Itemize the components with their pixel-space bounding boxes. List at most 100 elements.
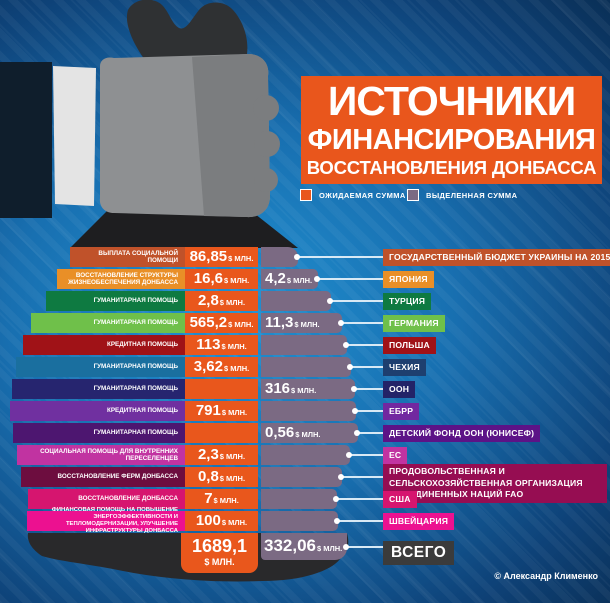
source-label: ЯПОНИЯ — [383, 271, 434, 288]
total-expected-box: 1689,1 $ МЛН. — [181, 533, 258, 573]
category-label: ГУМАНИТАРНАЯ ПОМОЩЬ — [93, 297, 178, 305]
allocated-value-box: 4,2 $ МЛН. — [261, 269, 318, 289]
expected-value-box: 565,2 $ МЛН. — [185, 313, 258, 333]
title-line-1: ИСТОЧНИКИ — [327, 78, 576, 124]
knuckle-icon — [254, 131, 280, 157]
category-label: ФИНАНСОВАЯ ПОМОЩЬ НА ПОВЫШЕНИЕ ЭНЕРГОЭФФ… — [51, 507, 178, 534]
connector-line — [352, 408, 383, 414]
allocated-value-box — [261, 335, 347, 355]
connector-line — [354, 430, 383, 436]
suit-sleeve — [0, 62, 52, 218]
source-label: ДЕТСКИЙ ФОНД ООН (ЮНИСЕФ) — [383, 425, 541, 442]
knuckle-icon — [254, 168, 278, 192]
allocated-value-box — [261, 489, 337, 509]
allocated-value-box — [261, 467, 342, 487]
source-label: ПОЛЬША — [383, 337, 436, 354]
author-credit: © Александр Клименко — [494, 571, 598, 581]
expected-value-box: 2,8 $ МЛН. — [185, 291, 258, 311]
category-bar: ФИНАНСОВАЯ ПОМОЩЬ НА ПОВЫШЕНИЕ ЭНЕРГОЭФФ… — [27, 507, 185, 534]
category-label: СОЦИАЛЬНАЯ ПОМОЩЬ ДЛЯ ВНУТРЕННИХ ПЕРЕСЕЛ… — [40, 447, 178, 462]
allocated-value-box — [261, 401, 356, 421]
source-label: ЕБРР — [383, 403, 420, 420]
connector-line — [333, 496, 383, 502]
expected-swatch-icon — [300, 189, 312, 201]
legend-item-expected: ОЖИДАЕМАЯ СУММА — [300, 189, 406, 201]
source-label: США — [383, 491, 417, 508]
total-allocated-box: 332,06 $ МЛН. — [261, 533, 347, 560]
category-bar: ВЫПЛАТА СОЦИАЛЬНОЙ ПОМОЩИ — [70, 247, 185, 267]
category-bar: ГУМАНИТАРНАЯ ПОМОЩЬ — [31, 313, 185, 333]
allocated-value-box: 11,3 $ МЛН. — [261, 313, 342, 333]
allocated-value-box — [261, 511, 338, 531]
source-label: ГОСУДАРСТВЕННЫЙ БЮДЖЕТ УКРАИНЫ НА 2015 Г… — [383, 249, 610, 266]
expected-value-box: 791 $ МЛН. — [185, 401, 258, 421]
connector-line — [334, 518, 383, 524]
category-label: КРЕДИТНАЯ ПОМОЩЬ — [107, 407, 178, 415]
legend-allocated-label: ВЫДЕЛЕННАЯ СУММА — [426, 190, 518, 200]
category-bar: ГУМАНИТАРНАЯ ПОМОЩЬ — [16, 357, 185, 377]
category-label: ВОССТАНОВЛЕНИЕ ДОНБАССА — [78, 495, 178, 503]
allocated-value-box — [261, 357, 351, 377]
fist-fingers-shade — [192, 54, 270, 218]
title-line-2: ФИНАНСИРОВАНИЯ — [307, 124, 596, 156]
connector-line — [343, 342, 383, 348]
source-label: ЧЕХИЯ — [383, 359, 426, 376]
category-label: ВОССТАНОВЛЕНИЕ ФЕРМ ДОНБАССА — [57, 473, 178, 481]
legend: ОЖИДАЕМАЯ СУММА ВЫДЕЛЕННАЯ СУММА — [300, 189, 602, 203]
category-bar: ВОССТАНОВЛЕНИЕ ДОНБАССА — [28, 489, 185, 509]
connector-line — [343, 544, 383, 550]
expected-value-box — [185, 423, 258, 443]
expected-value-box: 113 $ МЛН. — [185, 335, 258, 355]
knuckle-icon — [253, 95, 279, 121]
shirt-cuff — [53, 66, 96, 206]
title-line-3: ВОССТАНОВЛЕНИЯ ДОНБАССА — [306, 157, 597, 178]
source-label: ШВЕЙЦАРИЯ — [383, 513, 455, 530]
title-block: ИСТОЧНИКИ ФИНАНСИРОВАНИЯ ВОССТАНОВЛЕНИЯ … — [301, 76, 602, 184]
source-label: ПРОДОВОЛЬСТВЕННАЯ И СЕЛЬСКОХОЗЯЙСТВЕННАЯ… — [383, 464, 607, 503]
connector-line — [347, 364, 383, 370]
expected-value-box: 2,3 $ МЛН. — [185, 445, 258, 465]
category-bar: ВОССТАНОВЛЕНИЕ СТРУКТУРЫ ЖИЗНЕОБЕСПЕЧЕНИ… — [57, 269, 185, 289]
category-label: ГУМАНИТАРНАЯ ПОМОЩЬ — [93, 319, 178, 327]
allocated-value-box — [261, 291, 331, 311]
category-bar: ГУМАНИТАРНАЯ ПОМОЩЬ — [13, 423, 185, 443]
category-bar: КРЕДИТНАЯ ПОМОЩЬ — [23, 335, 185, 355]
source-label: ТУРЦИЯ — [383, 293, 432, 310]
expected-value-box: 86,85 $ МЛН. — [185, 247, 258, 267]
category-label: ВЫПЛАТА СОЦИАЛЬНОЙ ПОМОЩИ — [98, 249, 178, 264]
category-bar: ГУМАНИТАРНАЯ ПОМОЩЬ — [12, 379, 185, 399]
category-label: ГУМАНИТАРНАЯ ПОМОЩЬ — [93, 363, 178, 371]
expected-value-box: 3,62 $ МЛН. — [185, 357, 258, 377]
allocated-value-box — [261, 445, 350, 465]
legend-expected-label: ОЖИДАЕМАЯ СУММА — [319, 190, 406, 200]
connector-line — [346, 452, 383, 458]
allocated-value-box: 0,56 $ МЛН. — [261, 423, 358, 443]
category-bar: ВОССТАНОВЛЕНИЕ ФЕРМ ДОНБАССА — [21, 467, 185, 487]
allocated-value-box — [261, 247, 298, 267]
category-label: ГУМАНИТАРНАЯ ПОМОЩЬ — [93, 429, 178, 437]
category-label: ГУМАНИТАРНАЯ ПОМОЩЬ — [93, 385, 178, 393]
allocated-value-box: 316 $ МЛН. — [261, 379, 355, 399]
expected-value-box: 16,6 $ МЛН. — [185, 269, 258, 289]
category-label: ВОССТАНОВЛЕНИЕ СТРУКТУРЫ ЖИЗНЕОБЕСПЕЧЕНИ… — [68, 271, 178, 286]
expected-value-box: 0,8 $ МЛН. — [185, 467, 258, 487]
connector-line — [327, 298, 383, 304]
total-label: ВСЕГО — [383, 541, 455, 565]
connector-line — [351, 386, 383, 392]
source-label: ЕС — [383, 447, 408, 464]
category-label: КРЕДИТНАЯ ПОМОЩЬ — [107, 341, 178, 349]
category-bar: КРЕДИТНАЯ ПОМОЩЬ — [10, 401, 185, 421]
expected-value-box — [185, 379, 258, 399]
source-label: ООН — [383, 381, 416, 398]
connector-line — [338, 320, 383, 326]
category-bar: ГУМАНИТАРНАЯ ПОМОЩЬ — [46, 291, 185, 311]
connector-line — [338, 474, 383, 480]
allocated-swatch-icon — [407, 189, 419, 201]
bag-neck — [70, 208, 298, 248]
expected-value-box: 100 $ МЛН. — [185, 511, 258, 531]
source-label: ГЕРМАНИЯ — [383, 315, 445, 332]
connector-line — [314, 276, 383, 282]
connector-line — [294, 254, 383, 260]
legend-item-allocated: ВЫДЕЛЕННАЯ СУММА — [407, 189, 517, 201]
